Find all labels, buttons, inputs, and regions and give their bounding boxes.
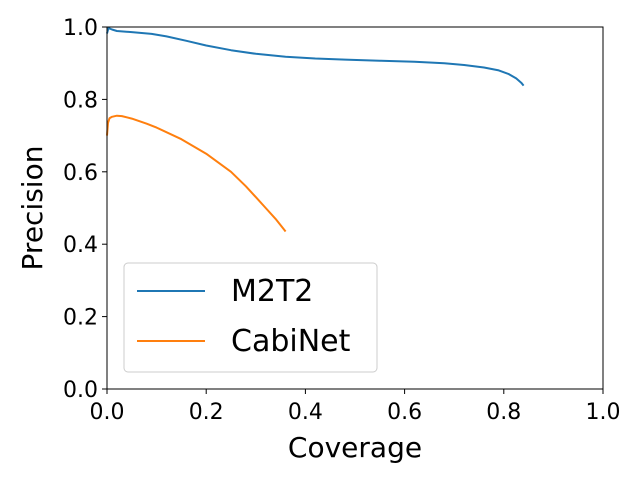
x-tick-label: 0.0 [90,400,125,425]
x-tick-label: 0.8 [486,400,521,425]
y-tick-label: 1.0 [63,16,98,41]
x-tick-label: 1.0 [586,400,621,425]
y-tick-label: 0.0 [63,378,98,403]
series-layer [106,27,525,233]
series-line-cabinet [106,114,287,233]
legend: M2T2 CabiNet [123,262,378,373]
x-tick-label: 0.4 [288,400,323,425]
legend-label-m2t2: M2T2 [231,274,313,309]
y-tick-label: 0.6 [63,161,98,186]
y-tick-label: 0.4 [63,233,98,258]
y-tick-label: 0.2 [63,306,98,331]
ticks-layer: 0.0 0.2 0.4 0.6 0.8 1.0 0.0 0.2 0.4 0.6 0.8 1.0 [63,16,621,425]
y-axis-title: Precision [16,146,49,271]
x-tick-label: 0.2 [189,400,224,425]
legend-label-cabinet: CabiNet [231,324,351,359]
x-axis-title: Coverage [288,431,422,464]
y-tick-label: 0.8 [63,88,98,113]
x-tick-label: 0.6 [387,400,422,425]
plot-frame [106,26,604,390]
series-line-m2t2 [106,27,525,87]
